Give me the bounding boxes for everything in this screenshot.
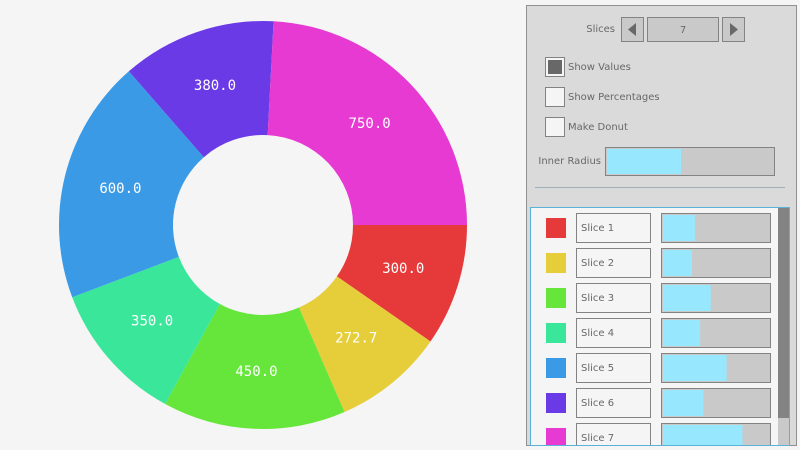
color-swatch[interactable] — [546, 253, 566, 273]
slices-label: Slices — [586, 24, 615, 35]
name-box[interactable] — [576, 213, 651, 243]
slice-value-label: 272.7 — [335, 331, 377, 347]
color-swatch[interactable] — [546, 218, 566, 238]
value-slider-fill — [663, 425, 743, 445]
pie-slice — [128, 21, 274, 158]
value-slider-fill — [663, 285, 711, 311]
name-box[interactable] — [576, 318, 651, 348]
value-slider-fill — [663, 390, 704, 416]
slice-name: Slice 6 — [581, 398, 614, 409]
slices-value: 7 — [680, 25, 686, 36]
pie-slice — [267, 21, 467, 225]
pie-slice — [58, 71, 204, 298]
show-percentages-label: Show Percentages — [568, 92, 660, 103]
slice-value-label: 380.0 — [194, 78, 236, 94]
pie-slice — [165, 303, 345, 430]
pie-slice — [72, 256, 220, 405]
value-slider-fill — [663, 215, 695, 241]
inner-radius-label: Inner Radius — [538, 156, 601, 167]
color-swatch[interactable] — [546, 428, 566, 448]
slice-value-label: 300.0 — [382, 261, 424, 277]
inner-radius-fill — [607, 149, 681, 174]
value-slider-fill — [663, 320, 701, 346]
left-arrow — [628, 23, 636, 36]
name-box[interactable] — [576, 283, 651, 313]
slice-rows: Slice 1 Slice 2 Slice 3 Slice 4 Slice 5 Slice… — [546, 213, 771, 450]
scrollbar-thumb[interactable] — [778, 208, 789, 418]
value-slider-fill — [663, 250, 692, 276]
value-slider-fill — [663, 355, 727, 381]
slice-value-label: 600.0 — [99, 181, 141, 197]
color-swatch[interactable] — [546, 393, 566, 413]
slices-input[interactable] — [647, 17, 719, 42]
show-percentages-checkbox[interactable] — [545, 87, 565, 107]
name-box[interactable] — [576, 423, 651, 450]
slice-value-label: 350.0 — [131, 314, 173, 330]
slice-name: Slice 7 — [581, 433, 614, 444]
checkbox-check — [548, 60, 562, 74]
slice-name: Slice 2 — [581, 258, 614, 269]
show-values-label: Show Values — [568, 62, 631, 73]
make-donut-checkbox[interactable] — [545, 117, 565, 137]
right-arrow — [730, 23, 738, 36]
color-swatch[interactable] — [546, 323, 566, 343]
slice-name: Slice 4 — [581, 328, 614, 339]
color-swatch[interactable] — [546, 288, 566, 308]
pie-slice — [298, 276, 431, 413]
color-swatch[interactable] — [546, 358, 566, 378]
slice-name: Slice 3 — [581, 293, 614, 304]
slice-name: Slice 1 — [581, 223, 614, 234]
slice-name: Slice 5 — [581, 363, 614, 374]
make-donut-label: Make Donut — [568, 122, 628, 133]
pie-chart: 300.0 272.7 450.0 350.0 600.0 380.0 750.0 — [58, 21, 467, 430]
name-box[interactable] — [576, 353, 651, 383]
name-box[interactable] — [576, 248, 651, 278]
slice-value-label: 450.0 — [235, 364, 277, 380]
name-box[interactable] — [576, 388, 651, 418]
pie-slice — [336, 225, 467, 342]
slice-value-label: 750.0 — [349, 116, 391, 132]
